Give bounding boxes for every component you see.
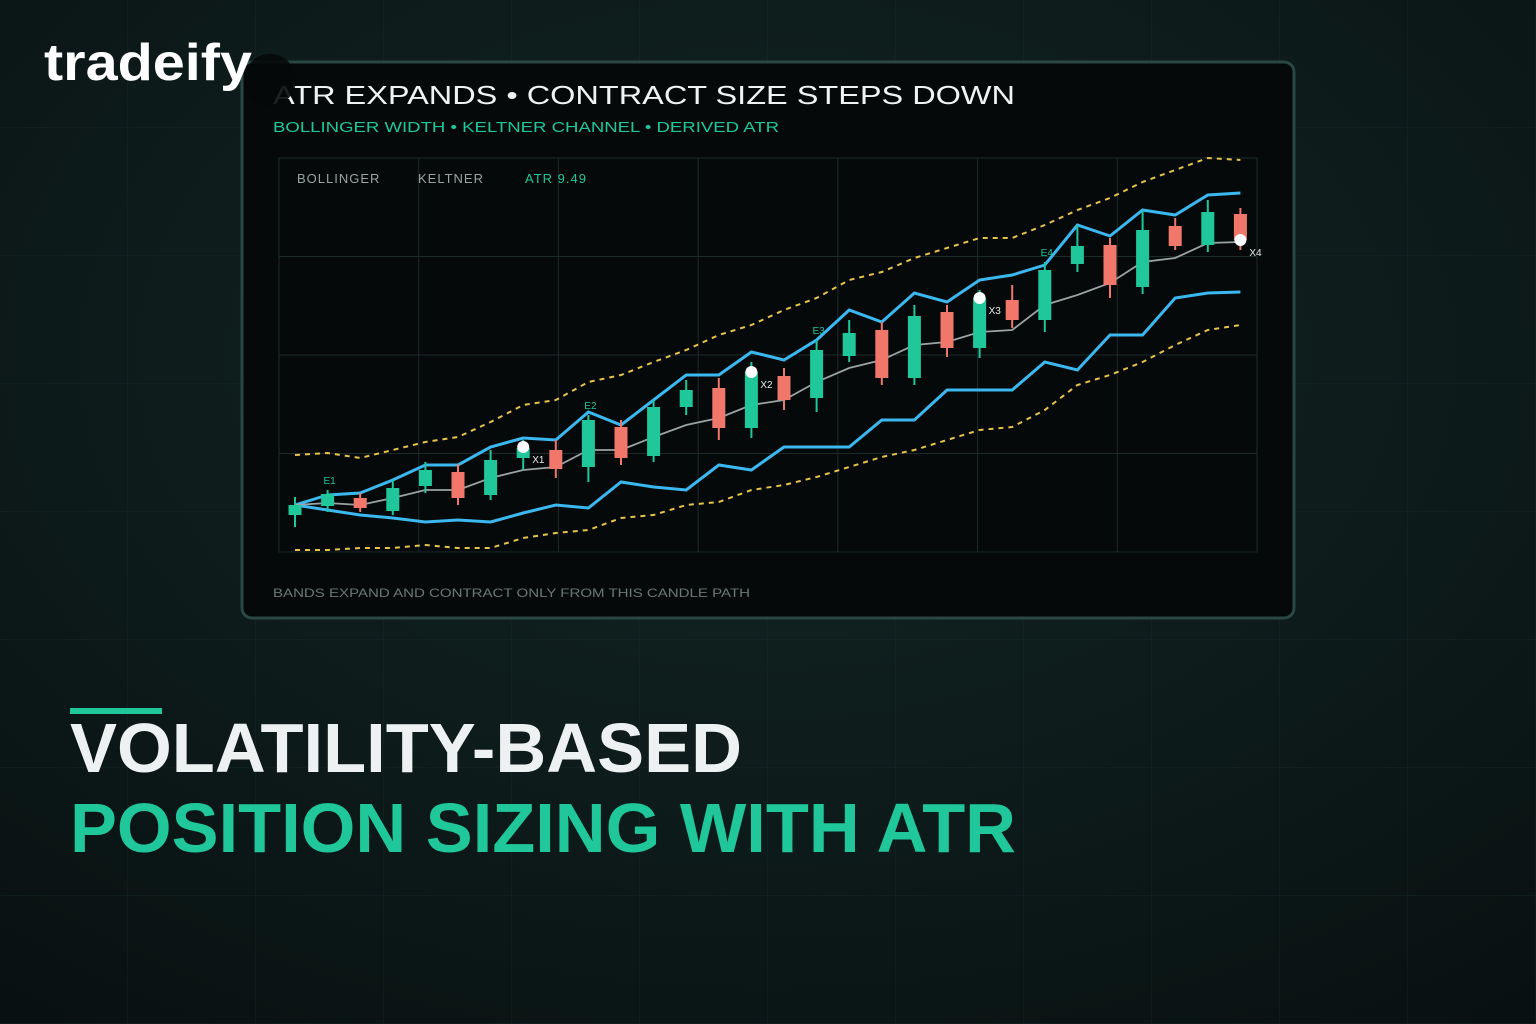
candle-body bbox=[418, 470, 432, 486]
candle-body bbox=[842, 333, 856, 356]
headline-line1: VOLATILITY-BASED bbox=[70, 709, 742, 787]
candle-body bbox=[353, 498, 367, 508]
candle-body bbox=[777, 376, 791, 400]
legend-label: KELTNER bbox=[418, 171, 484, 186]
plot: E1 E2 E3 E4 X1 X2 X3 X4 bbox=[279, 156, 1262, 552]
band-line bbox=[294, 290, 1241, 524]
exit-label: X2 bbox=[760, 380, 773, 391]
candle-body bbox=[875, 330, 889, 378]
exit-marker bbox=[745, 366, 758, 378]
chart-panel bbox=[240, 60, 1296, 620]
exit-marker bbox=[517, 441, 530, 453]
candle-body bbox=[1201, 212, 1215, 245]
candle-body bbox=[647, 407, 661, 456]
band-line bbox=[294, 156, 1241, 460]
exit-label: X4 bbox=[1249, 248, 1262, 259]
candle-body bbox=[321, 494, 335, 506]
exit-label: X1 bbox=[532, 455, 545, 466]
candle-body bbox=[712, 388, 726, 428]
candle-body bbox=[288, 505, 302, 515]
candle-body bbox=[614, 427, 628, 458]
candle-body bbox=[386, 488, 400, 511]
candle-body bbox=[1103, 245, 1117, 285]
candle-body bbox=[1070, 246, 1084, 264]
exit-label: X3 bbox=[989, 306, 1002, 317]
entry-label: E4 bbox=[1041, 248, 1054, 259]
candle-body bbox=[1005, 300, 1019, 320]
candle-body bbox=[907, 316, 921, 378]
candle-body bbox=[549, 450, 563, 469]
legend-label: BOLLINGER bbox=[297, 171, 380, 186]
headline-accent bbox=[70, 708, 162, 714]
candle-body bbox=[484, 460, 498, 495]
candle-body bbox=[1038, 270, 1052, 320]
headline-line2: POSITION SIZING WITH ATR bbox=[70, 789, 1016, 867]
candle-body bbox=[679, 390, 693, 407]
chart-title: ATR EXPANDS • CONTRACT SIZE STEPS DOWN bbox=[273, 80, 1015, 110]
candle-body bbox=[1233, 214, 1247, 240]
chart-footnote: BANDS EXPAND AND CONTRACT ONLY FROM THIS… bbox=[273, 586, 750, 600]
entry-label: E3 bbox=[812, 326, 825, 337]
legend-label: ATR 9.49 bbox=[525, 171, 587, 186]
entry-label: E1 bbox=[323, 476, 336, 487]
brand-logo: tradeify bbox=[44, 34, 252, 92]
exit-marker bbox=[1234, 234, 1247, 246]
chart-subtitle: BOLLINGER WIDTH • KELTNER CHANNEL • DERI… bbox=[273, 119, 779, 136]
candle-body bbox=[744, 372, 758, 428]
candle-body bbox=[451, 472, 465, 498]
candle-body bbox=[1136, 230, 1150, 287]
entry-label: E2 bbox=[584, 401, 597, 412]
band-line bbox=[295, 324, 1241, 551]
candle-body bbox=[1168, 226, 1182, 246]
logo-glow bbox=[244, 54, 296, 106]
candle-body bbox=[810, 350, 824, 398]
candle-body bbox=[973, 298, 987, 348]
candle-body bbox=[581, 420, 595, 467]
band-line bbox=[294, 191, 1241, 507]
candle-body bbox=[940, 312, 954, 348]
exit-marker bbox=[973, 292, 986, 304]
